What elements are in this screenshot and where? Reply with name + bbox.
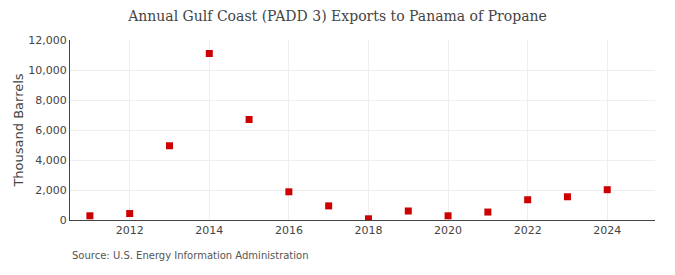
- svg-text:2012: 2012: [116, 224, 144, 237]
- svg-text:2024: 2024: [593, 224, 621, 237]
- svg-text:4,000: 4,000: [35, 154, 67, 167]
- svg-text:2020: 2020: [434, 224, 462, 237]
- svg-text:2014: 2014: [195, 224, 223, 237]
- svg-text:10,000: 10,000: [28, 64, 67, 77]
- svg-text:2016: 2016: [275, 224, 303, 237]
- svg-text:Annual Gulf Coast (PADD 3) Exp: Annual Gulf Coast (PADD 3) Exports to Pa…: [127, 8, 547, 24]
- svg-text:2022: 2022: [514, 224, 542, 237]
- svg-text:6,000: 6,000: [35, 124, 67, 137]
- svg-text:12,000: 12,000: [28, 34, 67, 47]
- svg-text:Source: U.S. Energy Informatio: Source: U.S. Energy Information Administ…: [72, 250, 309, 261]
- svg-text:Thousand Barrels: Thousand Barrels: [11, 73, 26, 187]
- svg-text:2,000: 2,000: [35, 184, 67, 197]
- svg-text:2018: 2018: [354, 224, 382, 237]
- svg-text:8,000: 8,000: [35, 94, 67, 107]
- svg-text:0: 0: [60, 214, 67, 227]
